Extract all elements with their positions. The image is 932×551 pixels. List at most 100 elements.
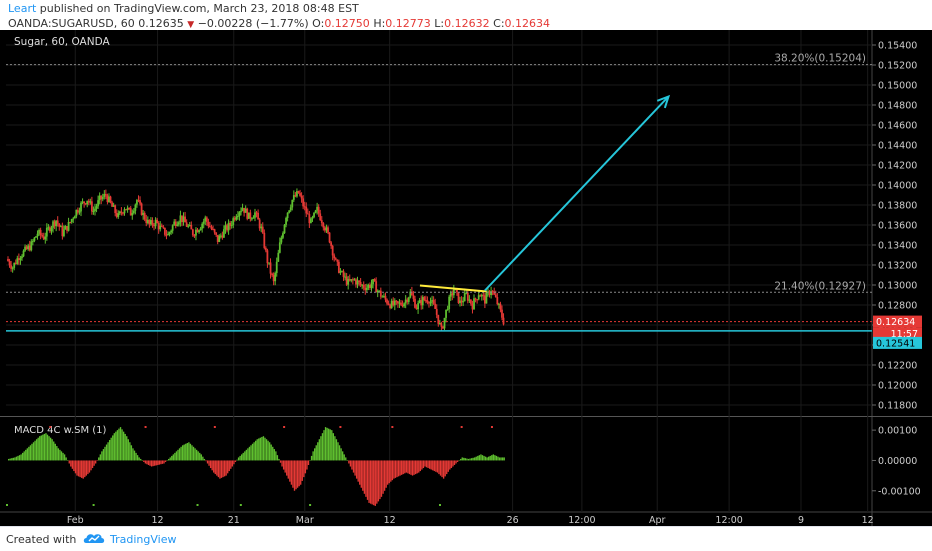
candle-body xyxy=(143,212,146,220)
candle-body xyxy=(162,226,165,228)
candle-body xyxy=(196,229,199,233)
macd-histogram-bar xyxy=(296,460,299,488)
candle-body xyxy=(238,212,241,216)
macd-histogram-bar xyxy=(37,437,39,461)
macd-histogram-bar xyxy=(467,458,470,461)
candle-body xyxy=(16,258,19,264)
author-link[interactable]: Leart xyxy=(8,2,37,15)
macd-histogram-bar xyxy=(491,455,493,461)
macd-histogram-bar xyxy=(91,460,94,469)
candle-body xyxy=(67,222,70,231)
candle-body xyxy=(459,300,461,304)
candle-body xyxy=(438,323,441,325)
candle-body xyxy=(146,219,149,224)
macd-histogram-bar xyxy=(185,443,187,461)
tradingview-brand-link[interactable]: TradingView xyxy=(110,533,177,546)
macd-histogram-bar xyxy=(310,455,313,461)
projection-arrowhead[interactable] xyxy=(656,94,671,109)
macd-histogram-bar xyxy=(278,458,280,461)
macd-histogram-bar xyxy=(292,460,294,488)
macd-histogram-bar xyxy=(258,438,260,461)
candle-body xyxy=(25,246,28,250)
macd-histogram-bar xyxy=(96,460,98,461)
macd-histogram-bar xyxy=(20,454,22,461)
candle-body xyxy=(278,242,281,253)
candle-body xyxy=(21,256,23,259)
macd-histogram-bar xyxy=(104,446,106,461)
macd-histogram-bar xyxy=(39,436,41,461)
y-tick-label: 0.15200 xyxy=(878,61,917,72)
candle-body xyxy=(409,291,412,298)
candle-body xyxy=(73,216,76,219)
macd-histogram-bar xyxy=(418,460,420,473)
macd-histogram-bar xyxy=(216,460,218,476)
projection-arrow-line[interactable] xyxy=(484,95,670,292)
candle-body xyxy=(163,227,166,235)
candle-body xyxy=(410,291,413,296)
macd-y-tick-label: 0.00000 xyxy=(878,456,917,467)
candle-body xyxy=(205,217,208,222)
macd-histogram-bar xyxy=(211,460,213,471)
candle-body xyxy=(423,297,426,301)
candle-body xyxy=(428,302,430,304)
y-tick-label: 0.11800 xyxy=(878,401,917,412)
candle-body xyxy=(263,232,266,248)
candle-body xyxy=(330,242,333,246)
candle-body xyxy=(70,219,73,223)
y-tick-label: 0.14200 xyxy=(878,161,917,172)
candle-body xyxy=(31,241,34,243)
candle-body xyxy=(210,226,213,230)
macd-histogram-bar xyxy=(407,460,409,474)
macd-histogram-bar xyxy=(401,460,403,475)
macd-histogram-bar xyxy=(377,460,380,502)
candle-body xyxy=(171,225,174,231)
macd-histogram-bar xyxy=(150,460,153,467)
resistance-trendline[interactable] xyxy=(419,284,487,293)
candle-body xyxy=(64,226,67,230)
candle-body xyxy=(361,284,364,286)
macd-histogram-bar xyxy=(154,460,156,466)
price-tag-label: 0.12634 xyxy=(876,317,915,328)
y-tick-label: 0.14000 xyxy=(878,181,917,192)
candle-body xyxy=(308,214,311,224)
candle-body xyxy=(86,200,89,205)
candle-body xyxy=(485,292,488,304)
candle-body xyxy=(50,227,53,232)
macd-histogram-bar xyxy=(503,457,505,461)
macd-signal-dot xyxy=(196,504,199,506)
macd-histogram-bar xyxy=(433,460,435,472)
macd-histogram-bar xyxy=(413,460,415,475)
candle-body xyxy=(92,211,95,213)
macd-histogram-bar xyxy=(444,460,446,477)
candle-body xyxy=(460,300,463,303)
macd-histogram-bar xyxy=(341,451,344,461)
candle-body xyxy=(89,201,92,203)
y-tick-label: 0.12800 xyxy=(878,301,917,312)
candle-body xyxy=(199,228,202,231)
candle-body xyxy=(337,261,340,273)
macd-histogram-bar xyxy=(303,460,305,478)
candle-body xyxy=(496,297,499,305)
candle-body xyxy=(30,241,33,251)
candle-body xyxy=(44,236,47,240)
macd-histogram-bar xyxy=(116,430,119,461)
candle-body xyxy=(398,302,401,304)
candle-body xyxy=(191,229,194,236)
macd-histogram-bar xyxy=(195,449,198,461)
main-pane-title: Sugar, 60, OANDA xyxy=(14,36,110,48)
macd-histogram-bar xyxy=(225,460,227,476)
macd-histogram-bar xyxy=(391,460,394,481)
candle-body xyxy=(41,235,44,237)
candle-body xyxy=(39,229,42,236)
candle-body xyxy=(280,237,283,243)
candle-body xyxy=(376,290,379,293)
candle-body xyxy=(47,227,50,229)
macd-histogram-bar xyxy=(306,460,308,470)
chart-canvas[interactable]: 0.15400 0.15200 0.15000 0.14800 0.14600 0.144… xyxy=(0,30,932,526)
tradingview-cloud-icon[interactable] xyxy=(82,531,106,545)
macd-signal-dot xyxy=(92,504,95,506)
macd-histogram-bar xyxy=(178,448,181,461)
macd-histogram-bar xyxy=(419,460,422,472)
macd-histogram-bar xyxy=(432,460,434,471)
macd-histogram-bar xyxy=(73,460,75,472)
